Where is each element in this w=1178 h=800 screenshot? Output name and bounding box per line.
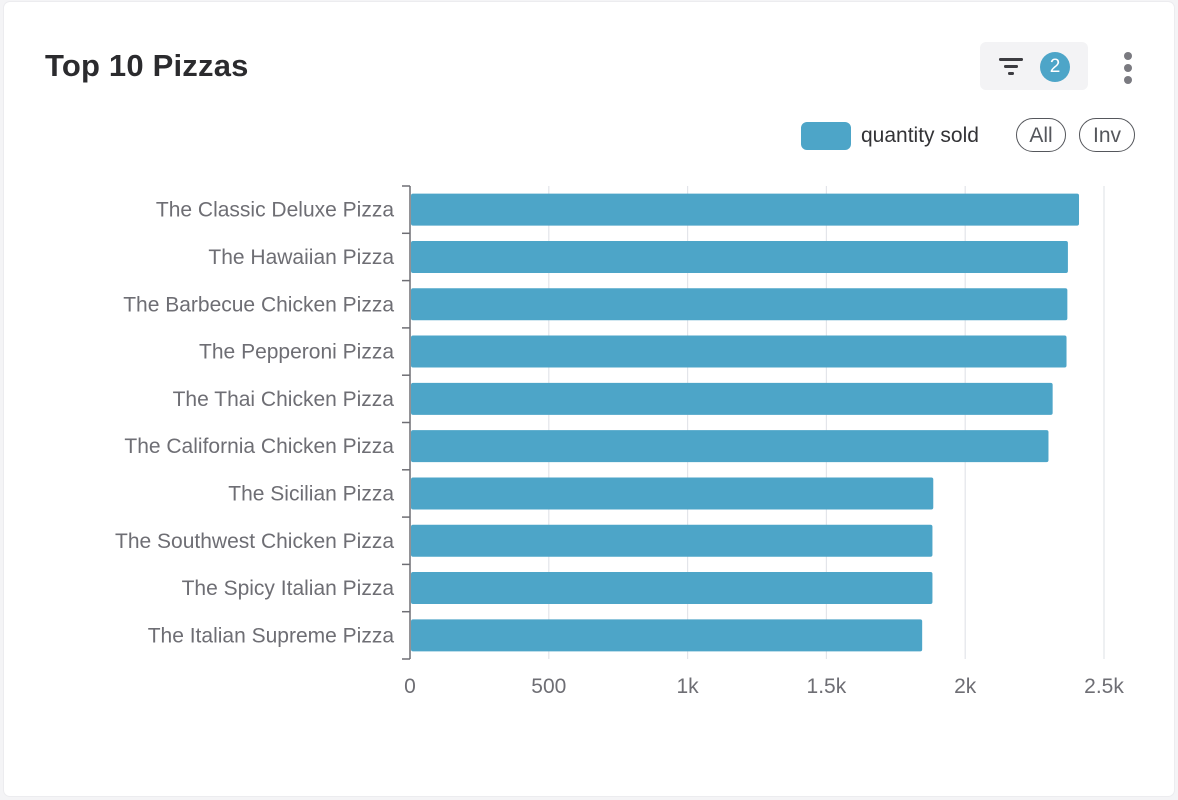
x-tick-label: 1.5k — [807, 675, 847, 698]
legend-invert-button[interactable]: Inv — [1079, 118, 1135, 152]
filter-icon — [999, 58, 1023, 75]
chart-title: Top 10 Pizzas — [45, 48, 249, 83]
x-tick-label: 2k — [954, 675, 977, 698]
bar[interactable] — [411, 288, 1068, 321]
filter-button[interactable]: 2 — [980, 42, 1088, 90]
legend-swatch[interactable] — [801, 122, 851, 150]
x-tick-label: 1k — [677, 675, 700, 698]
bar[interactable] — [411, 572, 933, 605]
y-category-label: The Southwest Chicken Pizza — [115, 530, 394, 553]
bar[interactable] — [411, 335, 1067, 368]
more-vertical-icon — [1124, 76, 1132, 84]
bar[interactable] — [411, 382, 1053, 415]
more-options-button[interactable] — [1114, 46, 1142, 86]
y-category-label: The Thai Chicken Pizza — [173, 388, 395, 411]
more-vertical-icon — [1124, 64, 1132, 72]
more-vertical-icon — [1124, 52, 1132, 60]
y-category-label: The California Chicken Pizza — [124, 435, 394, 458]
x-tick-label: 2.5k — [1084, 675, 1124, 698]
bar[interactable] — [411, 619, 923, 652]
bar[interactable] — [411, 240, 1068, 273]
y-category-label: The Spicy Italian Pizza — [182, 577, 395, 600]
legend-label[interactable]: quantity sold — [861, 124, 979, 147]
y-category-label: The Italian Supreme Pizza — [148, 624, 395, 647]
x-tick-label: 0 — [404, 675, 416, 698]
legend-select-all-button[interactable]: All — [1016, 118, 1066, 152]
y-category-label: The Barbecue Chicken Pizza — [123, 293, 394, 316]
y-category-label: The Classic Deluxe Pizza — [156, 199, 394, 222]
y-category-label: The Hawaiian Pizza — [208, 246, 394, 269]
bar[interactable] — [411, 430, 1049, 463]
y-category-label: The Sicilian Pizza — [228, 482, 394, 505]
bar[interactable] — [411, 524, 933, 557]
bar[interactable] — [411, 477, 934, 510]
bar[interactable] — [411, 193, 1080, 226]
filter-count-badge: 2 — [1040, 52, 1070, 82]
x-tick-label: 500 — [531, 675, 566, 698]
y-category-label: The Pepperoni Pizza — [199, 341, 394, 364]
